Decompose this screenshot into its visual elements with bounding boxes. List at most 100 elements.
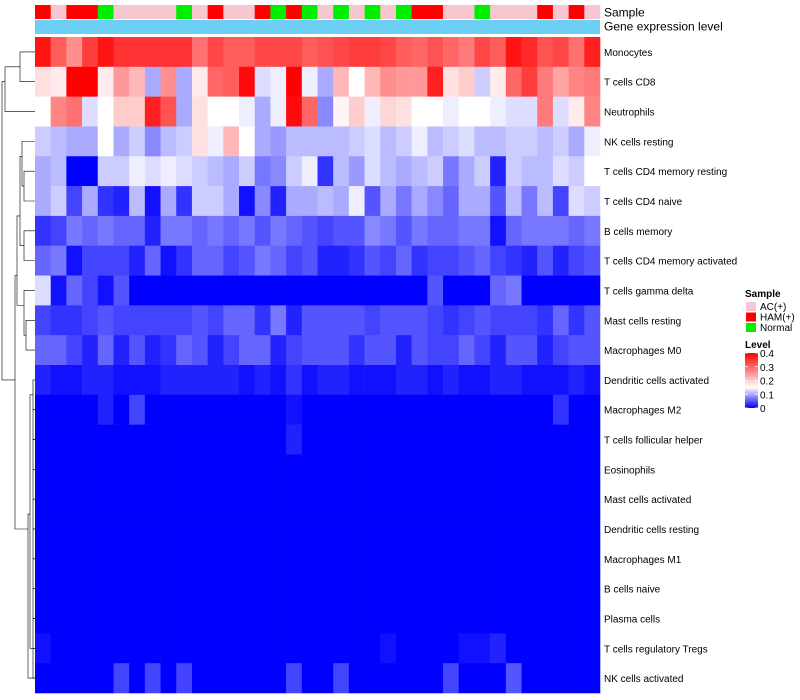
heatmap-cell xyxy=(411,126,428,157)
dendrogram-link xyxy=(32,558,35,589)
heatmap-cell xyxy=(113,543,130,575)
heatmap-cell xyxy=(207,603,224,634)
heatmap-cell xyxy=(364,633,381,664)
heatmap-cell xyxy=(35,484,51,515)
heatmap-cell xyxy=(552,335,569,366)
heatmap-cell xyxy=(395,215,412,247)
heatmap-cell xyxy=(176,663,193,694)
heatmap-cell xyxy=(129,573,146,604)
heatmap-cell xyxy=(348,96,365,127)
heatmap-cell xyxy=(474,543,491,575)
heatmap-cell xyxy=(97,603,114,634)
heatmap-cell xyxy=(82,156,99,187)
heatmap-cell xyxy=(521,365,538,396)
legend-swatch xyxy=(746,302,756,311)
heatmap-cell xyxy=(521,245,538,276)
legend-sample-label: HAM(+) xyxy=(760,313,795,324)
heatmap-cell xyxy=(223,573,240,604)
heatmap-cell xyxy=(552,663,569,694)
heatmap-cell xyxy=(474,514,491,545)
legend-sample-items: AC(+)HAM(+)Normal xyxy=(746,302,795,334)
heatmap-cell xyxy=(490,663,507,694)
heatmap-cell xyxy=(82,305,99,336)
heatmap-cell xyxy=(254,186,271,217)
heatmap-cell xyxy=(411,573,428,604)
heatmap-cell xyxy=(160,335,177,366)
heatmap-cell xyxy=(82,514,99,545)
heatmap-cell xyxy=(270,424,287,455)
heatmap-cell xyxy=(411,394,428,425)
heatmap-cell xyxy=(584,215,601,247)
heatmap-cell xyxy=(113,305,130,336)
heatmap-cell xyxy=(348,454,365,485)
heatmap-cell xyxy=(97,215,114,247)
heatmap-cell xyxy=(505,156,522,187)
heatmap-cell xyxy=(552,305,569,336)
sample-annotation-cell xyxy=(113,5,130,19)
heatmap-cell xyxy=(66,633,83,664)
sample-annotation-cell xyxy=(505,5,522,19)
heatmap-cell xyxy=(223,96,240,127)
heatmap-cell xyxy=(207,543,224,575)
heatmap-cell xyxy=(176,126,193,157)
heatmap-cell xyxy=(333,603,350,634)
heatmap-cell xyxy=(239,424,256,455)
heatmap-cell xyxy=(35,543,51,575)
heatmap-cell xyxy=(97,543,114,575)
heatmap-cell xyxy=(82,66,99,97)
heatmap-cell xyxy=(317,37,334,68)
heatmap-cell xyxy=(537,543,554,575)
heatmap-cell xyxy=(239,66,256,97)
heatmap-cell xyxy=(176,37,193,68)
heatmap-cell xyxy=(348,663,365,694)
heatmap-cell xyxy=(160,365,177,396)
heatmap-cell xyxy=(239,454,256,485)
heatmap-cell xyxy=(144,66,161,97)
heatmap-cell xyxy=(568,96,585,127)
heatmap-cell xyxy=(176,275,193,306)
heatmap-cell xyxy=(254,394,271,425)
heatmap-cell xyxy=(301,186,318,217)
heatmap-cell xyxy=(552,66,569,97)
heatmap-cell xyxy=(66,245,83,276)
heatmap-cell xyxy=(160,484,177,515)
heatmap-cell xyxy=(176,96,193,127)
heatmap-cell xyxy=(50,573,67,604)
heatmap-cell xyxy=(427,424,444,455)
heatmap-cell xyxy=(113,484,130,515)
heatmap-cell xyxy=(537,365,554,396)
heatmap-cell xyxy=(223,66,240,97)
heatmap-cell xyxy=(411,603,428,634)
heatmap-cell xyxy=(333,335,350,366)
heatmap-cell xyxy=(254,424,271,455)
row-label: T cells follicular helper xyxy=(604,436,703,447)
heatmap-cell xyxy=(458,126,475,157)
heatmap-cell xyxy=(333,514,350,545)
heatmap-cell xyxy=(317,96,334,127)
row-label: T cells CD4 memory activated xyxy=(604,257,737,268)
heatmap-cell xyxy=(395,484,412,515)
heatmap-cell xyxy=(82,37,99,68)
sample-annotation-cell xyxy=(66,5,83,19)
heatmap-cell xyxy=(207,305,224,336)
heatmap-cell xyxy=(584,126,601,157)
heatmap-cell xyxy=(207,275,224,306)
heatmap-cell xyxy=(505,573,522,604)
heatmap-cell xyxy=(552,633,569,664)
heatmap-cell xyxy=(505,394,522,425)
heatmap-cell xyxy=(568,454,585,485)
heatmap-cell xyxy=(411,215,428,247)
heatmap-cell xyxy=(537,394,554,425)
heatmap-cell xyxy=(584,484,601,515)
heatmap-cell xyxy=(364,186,381,217)
heatmap-cell xyxy=(490,573,507,604)
heatmap-cell xyxy=(521,275,538,306)
heatmap-cell xyxy=(160,603,177,634)
heatmap-cell xyxy=(286,484,303,515)
heatmap-cell xyxy=(191,245,208,276)
row-label: T cells CD4 naive xyxy=(604,197,683,208)
heatmap-cell xyxy=(144,275,161,306)
row-label: Mast cells resting xyxy=(604,316,681,327)
heatmap-cell xyxy=(380,305,397,336)
